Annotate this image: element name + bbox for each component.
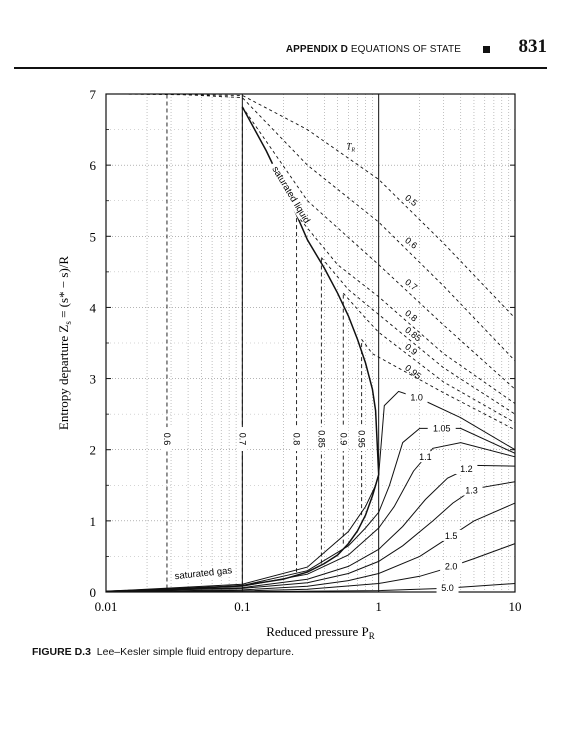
x-tick-label: 0.1 [234, 599, 250, 614]
running-head: APPENDIX D EQUATIONS OF STATE [286, 44, 461, 55]
saturated-liquid-label-background [267, 161, 309, 220]
saturated-gas-curve [105, 474, 380, 593]
appendix-label: APPENDIX D [285, 44, 348, 55]
supercritical-isotherm-label: 5.0 [441, 583, 454, 593]
isotherm-label-background [440, 529, 463, 541]
isotherm-label-background [427, 422, 456, 434]
isotherm-label-background [161, 427, 172, 452]
liquid-isotherm-curve [170, 93, 516, 362]
y-tick-label: 5 [90, 229, 97, 244]
page-number: 831 [518, 36, 548, 57]
supercritical-isotherm-label: 1.0 [410, 392, 423, 402]
isotherm-label-background [237, 427, 248, 452]
y-axis-label: Entropy departure Zs = (s* − s)/R [56, 256, 73, 430]
supercritical-isotherm-curve [105, 481, 516, 592]
vapor-isotherm-label: 0.6 [162, 433, 172, 446]
y-tick-label: 6 [90, 158, 97, 173]
x-axis-label: Reduced pressure PR [266, 624, 375, 640]
vapor-isotherm-label: 0.85 [316, 430, 326, 448]
supercritical-isotherm-curve [105, 502, 516, 593]
isotherm-label-background [436, 582, 459, 594]
supercritical-isotherm-curve [105, 543, 516, 593]
y-tick-label: 3 [90, 372, 97, 387]
supercritical-isotherm-label: 1.2 [460, 464, 473, 474]
x-tick-label: 10 [509, 599, 522, 614]
liquid-isotherm-curve [361, 339, 516, 431]
separator-square-icon [483, 46, 490, 53]
isotherm-label-background [316, 427, 327, 452]
supercritical-isotherm-label: 1.3 [465, 485, 478, 495]
vapor-isotherm-label: 0.95 [357, 430, 367, 448]
isotherm-label-background [356, 427, 367, 452]
supercritical-isotherm-label: 2.0 [445, 562, 458, 572]
isotherm-label-background [440, 560, 463, 572]
figure-caption-text: Lee–Kesler simple fluid entropy departur… [96, 646, 295, 658]
supercritical-isotherm-curve [105, 583, 516, 593]
x-axis-label-subscript: R [369, 631, 375, 640]
isotherm-label-background [405, 391, 428, 403]
tr-marker: TR [346, 141, 355, 153]
y-tick-label: 0 [90, 585, 97, 600]
saturated-gas-label-background [172, 563, 236, 583]
supercritical-isotherm-label: 1.1 [419, 452, 432, 462]
isotherm-label-background [414, 451, 437, 463]
liquid-isotherm-curve [241, 106, 516, 390]
supercritical-isotherm-label: 1.05 [433, 423, 451, 433]
header-rule [14, 67, 547, 69]
isotherm-label-background [455, 463, 478, 475]
entropy-departure-chart: 0 1 2 3 4 5 6 7 0.01 0.1 1 10 Reduced pressure PR Ent… [56, 87, 522, 640]
y-tick-label: 1 [90, 514, 97, 529]
page-header: APPENDIX D EQUATIONS OF STATE 831 [0, 36, 569, 66]
y-tick-label: 2 [90, 443, 97, 458]
tr-marker-subscript: R [350, 147, 355, 153]
y-tick-label: 7 [90, 87, 97, 102]
section-title: EQUATIONS OF STATE [350, 44, 461, 55]
liquid-isotherm-curve [296, 214, 516, 404]
liquid-isotherm-curve [321, 257, 516, 415]
vapor-isotherm-label: 0.9 [338, 433, 348, 446]
figure-caption: FIGURE D.3 Lee–Kesler simple fluid entro… [32, 646, 294, 658]
y-axis-label-formula: = (s* − s)/R [56, 256, 71, 322]
figure-label: FIGURE D.3 [32, 646, 91, 658]
x-tick-label: 1 [375, 599, 382, 614]
isotherm-label-background [291, 427, 302, 452]
vapor-isotherm-label: 0.7 [237, 433, 247, 446]
isotherm-label-background [460, 484, 483, 496]
supercritical-isotherm-label: 1.5 [445, 531, 458, 541]
vapor-isotherm-label: 0.8 [292, 433, 302, 446]
y-tick-label: 4 [90, 300, 97, 315]
y-axis-label-subscript: s [63, 321, 73, 325]
x-tick-label: 0.01 [95, 599, 118, 614]
liquid-isotherm-curve [116, 93, 516, 319]
isotherm-label-background [338, 427, 349, 452]
